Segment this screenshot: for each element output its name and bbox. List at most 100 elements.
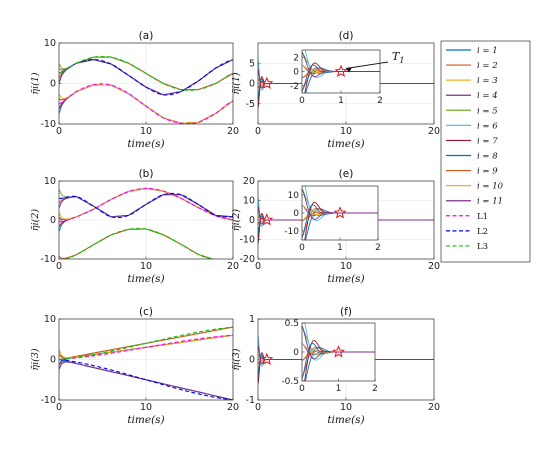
panel-f-xtick-label: 20 [428,402,440,413]
panel-b-title: (b) [139,168,154,180]
panel-d-inset-xtick-label: 2 [377,96,383,106]
panel-d-xtick-label: 10 [340,126,352,137]
panel-c-line-follower-11 [59,361,233,400]
panel-d-annotation-label: T1 [392,50,404,65]
panel-c-axes-box [58,318,234,401]
panel-e-inset-axes-box [301,185,379,241]
panel-e-xlabel: time(s) [327,273,364,285]
panel-e-inset-ytick-label: 10 [288,191,300,201]
panel-d-inset-xtick-label: 1 [338,96,344,106]
panel-a-xtick-label: 10 [140,126,152,137]
panel-d-xlabel: time(s) [327,138,364,150]
panel-e-inset-xtick-label: 1 [337,243,343,253]
panel-c-line-L1 [59,334,233,361]
panel-b-line-L1 [59,187,233,223]
panel-b-ytick-label: 10 [44,176,56,187]
panel-d-inset: 0 1 2-202 T1 [290,49,404,106]
panel-a-axes-box [58,42,234,125]
panel-c-ytick-label: 10 [44,314,56,325]
panel-a-ytick-label: 0 [50,79,56,90]
panel-b-axes-box [58,180,234,260]
panel-e-ytick-label: 0 [249,215,255,226]
panel-c-series [59,326,233,400]
panel-b-line-follower-11 [59,194,233,218]
panel-b-series [59,187,233,259]
panel-f-inset-ytick-label: -0.5 [281,377,299,387]
panel-f-ytick-label: 1 [249,314,255,325]
panel-c-xtick-label: 20 [227,402,239,413]
panel-c-xtick-label: 0 [56,402,62,413]
panel-d-xtick-label: 0 [255,126,261,137]
panel-f-inset-ytick-label: 0.5 [285,319,299,329]
panel-f-xtick-label: 0 [255,402,261,413]
panel-d-inset-axes-box [301,49,381,94]
panel-d-inset-xtick-label: 0 [299,96,305,106]
panel-d-inset-series [302,50,380,93]
panel-e-inset-ytick-label: 0 [293,209,299,219]
panel-e-inset-star-marker [333,206,347,219]
panel-b-ytick-label: 0 [50,215,56,226]
panel-f-star-marker [260,352,274,366]
panel-d-ylabel: η̃i(1) [231,72,242,94]
panel-f-inset-series [302,323,375,381]
legend: i = 1 i = 2 i = 3 i = 4 i = 5 i = 6 i = 7 i = 8… [440,40,531,263]
panel-a-line-L1 [59,83,233,124]
legend-label-14: L3 [477,242,488,252]
panel-b-xtick-label: 10 [140,261,152,272]
panel-d-title: (d) [339,30,354,42]
panel-e-ytick-label: 10 [243,196,255,207]
panel-f-ylabel: η̃i(3) [231,348,242,370]
panel-d-inset-ytick-label: -2 [290,82,299,92]
panel-a-line-L2 [59,59,233,96]
panel-e-ytick-label: -10 [239,235,255,246]
panel-b-xtick-label: 0 [56,261,62,272]
panel-a-xtick-label: 0 [56,126,62,137]
panel-d-star-marker [260,76,274,90]
legend-label-13: L2 [477,227,488,237]
panel-a-ylabel: η̄i(1) [30,72,41,94]
panel-e-inset-xtick-label: 2 [375,243,381,253]
panel-e-ytick-label: -20 [239,254,255,265]
panel-f-ytick-label: -1 [246,395,255,406]
panel-b-ytick-label: -10 [40,254,56,265]
panel-f-inset: 0 1 2-0.500.5 [281,319,378,394]
panel-c-ytick-label: -10 [40,395,56,406]
panel-f-inset-xtick-label: 2 [372,384,378,394]
panel-d-inset-line-11 [302,51,380,78]
panel-f-xlabel: time(s) [327,414,364,426]
panel-f-inset-ytick-label: 0 [293,348,299,358]
legend-label-11: i = 11 [477,197,503,207]
panel-a-ytick-label: 10 [44,38,56,49]
panel-e-xtick-label: 10 [340,261,352,272]
legend-label-9: i = 9 [477,167,498,177]
legend-label-6: i = 6 [477,121,498,131]
panel-e-inset-xtick-label: 0 [299,243,305,253]
panel-c-line-follower-9 [59,326,233,359]
panel-f-inset-xtick-label: 1 [336,384,342,394]
panel-a-line-L3 [59,55,233,91]
legend-box [440,40,531,263]
panel-e-inset-series [302,186,378,240]
panel-e-xtick-label: 0 [255,261,261,272]
panel-d: 0 10 20-505(d)time(s)η̃i(1)0 1 2-202 T1 [231,30,440,150]
panel-f-axes-box [257,318,435,401]
panel-c-title: (c) [139,306,153,318]
legend-label-4: i = 4 [477,91,498,101]
panel-d-inset-star-marker [334,64,348,78]
panel-f-inset-axes-box [301,322,376,382]
panel-b-xlabel: time(s) [127,273,164,285]
panel-a-xlabel: time(s) [127,138,164,150]
panel-e-star-marker [260,213,274,226]
panel-e-axes-box [257,180,435,260]
panel-d-annotation-arrowhead [346,67,352,73]
panel-c-ytick-label: 0 [50,355,56,366]
panel-a-ytick-label: -10 [40,119,56,130]
panel-f-inset-star-marker [332,345,345,358]
panel-d-annotation-arrow [345,61,389,69]
